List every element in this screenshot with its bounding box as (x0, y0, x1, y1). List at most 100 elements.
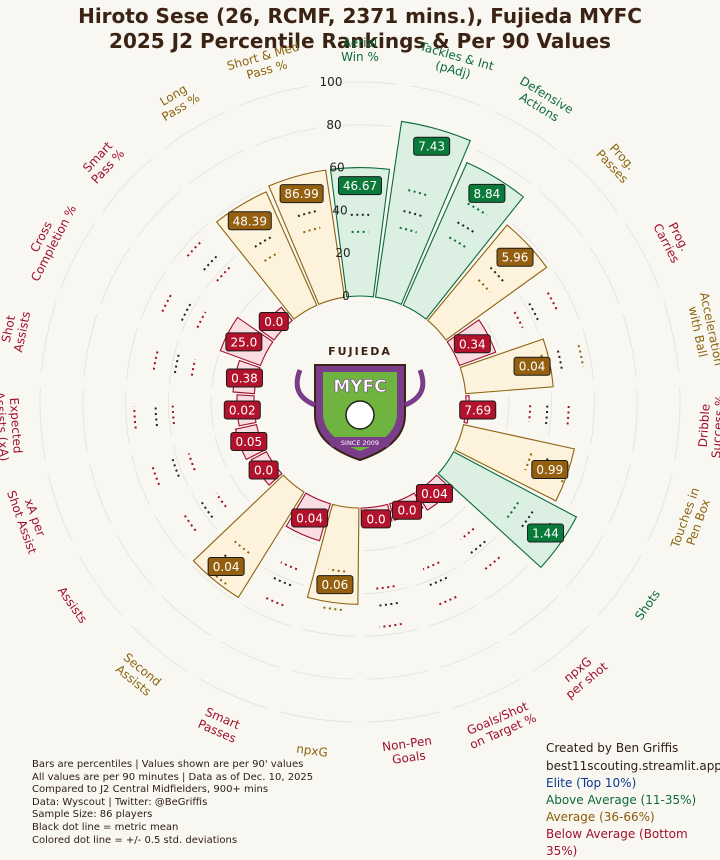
metric-label: Shots (632, 587, 663, 622)
std-dot-line (437, 597, 457, 606)
value-label: 0.02 (224, 401, 260, 419)
value-label-text: 5.96 (502, 251, 529, 265)
value-label: 5.96 (497, 248, 533, 266)
metric-label: ExpectedAssists (xA) (0, 390, 25, 461)
gridline-arc (90, 464, 111, 524)
gridline-arc (40, 387, 45, 460)
gridline-arc (221, 642, 279, 667)
gridline-arc (570, 455, 588, 506)
value-label: 0.0 (393, 501, 422, 519)
value-label-text: 7.69 (464, 404, 491, 418)
mean-dot-line (202, 502, 213, 517)
value-label-text: 0.06 (322, 578, 349, 592)
value-label: 0.38 (226, 369, 262, 387)
std-dot-line (134, 406, 136, 428)
credit-site: best11scouting.streamlit.app (546, 757, 720, 775)
gridline-arc (609, 464, 630, 524)
std-dot-line (281, 562, 297, 569)
gridline-arc (255, 128, 316, 145)
value-label: 86.99 (280, 185, 323, 203)
gridline-arc (154, 514, 185, 558)
mean-dot-line (204, 255, 218, 270)
metric-label: Tackles & Int(pAdj) (414, 39, 496, 87)
gridline-arc (441, 642, 499, 667)
gridline-arc (168, 393, 171, 437)
std-dot-line (567, 406, 568, 426)
gridline-arc (367, 712, 440, 722)
gridline-arc (162, 596, 211, 636)
std-dot-line (529, 405, 530, 422)
value-label-text: 0.38 (231, 371, 258, 385)
gridline-arc (590, 391, 594, 445)
gridline-arc (583, 328, 594, 381)
metric-label: SmartPasses (196, 704, 244, 746)
value-label: 0.06 (317, 576, 353, 594)
value-label-text: 86.99 (284, 187, 318, 201)
gridline-arc (554, 271, 579, 319)
footer-note: Colored dot line = +/- 0.5 std. deviatio… (32, 835, 313, 848)
legend-item-below: Below Average (Bottom 35%) (546, 826, 720, 860)
legend-item-above: Above Average (11-35%) (546, 792, 720, 809)
std-dot-line (189, 454, 195, 471)
value-label-text: 0.0 (254, 464, 273, 478)
metric-label: npxGper shot (554, 648, 610, 701)
legend-item-elite: Elite (Top 10%) (546, 775, 720, 792)
std-dot-line (461, 529, 474, 540)
gridline-arc (117, 535, 154, 587)
mean-dot-line (529, 303, 538, 320)
value-label-text: 48.39 (233, 214, 267, 228)
gridline-arc (302, 629, 355, 636)
gridline-arc (229, 473, 249, 501)
value-label-text: 46.67 (343, 179, 377, 193)
std-dot-line (579, 345, 584, 367)
gridline-arc (48, 474, 73, 543)
metric-label: SecondAssists (112, 650, 164, 700)
value-label: 0.04 (514, 357, 550, 375)
value-label: 8.84 (469, 184, 505, 202)
value-label-text: 0.0 (397, 504, 416, 518)
footer-credits: Created by Ben Griffis best11scouting.st… (546, 739, 720, 860)
gridline-arc (280, 712, 353, 722)
metric-label: Touches inPen Box (668, 486, 716, 556)
std-dot-line (264, 597, 284, 606)
std-dot-line (162, 293, 172, 312)
value-label-text: 8.84 (474, 187, 501, 201)
gridline-arc (101, 247, 130, 303)
value-label-text: 0.0 (367, 512, 386, 526)
metric-label: ShotAssists (0, 307, 33, 353)
std-dot-line (514, 312, 522, 328)
metric-label: Short & MedPass % (225, 40, 304, 87)
gridline-arc (633, 389, 638, 452)
value-label: 25.0 (226, 333, 262, 351)
metric-label: Prog.Passes (593, 137, 641, 185)
gridline-arc (664, 301, 679, 373)
value-label: 48.39 (228, 212, 271, 230)
std-dot-line (154, 350, 158, 370)
metric-label: DribbleSuccess % (695, 393, 720, 458)
std-dot-line (216, 493, 226, 507)
gridline-arc (243, 605, 292, 626)
gridline-arc (428, 605, 477, 626)
credit-author: Created by Ben Griffis (546, 739, 720, 757)
value-label: 0.99 (532, 460, 568, 478)
value-label: 1.44 (528, 524, 564, 542)
value-label: 0.04 (292, 509, 328, 527)
mean-dot-line (175, 355, 179, 373)
logo-since: SINCE 2009 (341, 439, 379, 447)
gridline-arc (126, 391, 130, 445)
value-label-text: 0.04 (421, 487, 448, 501)
footer-note: All values are per 90 minutes | Data as … (32, 772, 313, 785)
footer-note: Data: Wyscout | Twitter: @BeGriffis (32, 797, 313, 810)
gridline-arc (169, 342, 178, 385)
gridline-arc (127, 328, 138, 381)
gridline-arc (141, 271, 166, 319)
gridline-arc (675, 387, 680, 460)
legend-item-average: Average (36-66%) (546, 809, 720, 826)
value-label-text: 0.0 (264, 315, 283, 329)
gridline-arc (79, 555, 121, 615)
footer-notes: Bars are percentiles | Values shown are … (32, 759, 313, 847)
gridline-arc (364, 588, 407, 594)
std-dot-line (173, 406, 174, 424)
